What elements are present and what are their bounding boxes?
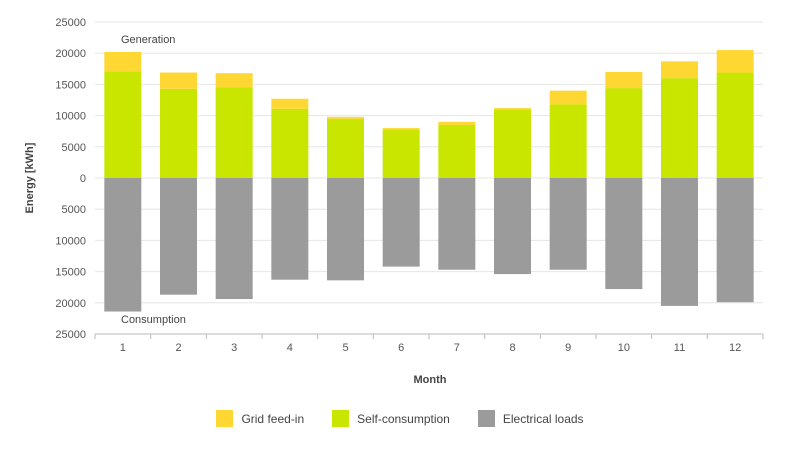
bar-electrical-loads-8	[494, 178, 531, 275]
x-tick-label: 11	[674, 342, 685, 354]
bar-self-consumption-2	[160, 88, 197, 178]
y-tick-label: 20000	[55, 48, 86, 60]
x-tick-label: 2	[175, 342, 181, 354]
y-tick-label: 20000	[55, 298, 86, 310]
bar-electrical-loads-1	[104, 178, 142, 312]
legend-label: Electrical loads	[502, 411, 584, 426]
bar-electrical-loads-6	[382, 178, 420, 267]
bar-electrical-loads-2	[160, 178, 197, 295]
bar-self-consumption-8	[494, 109, 531, 178]
x-tick-label: 4	[287, 342, 293, 354]
y-tick-label: 10000	[55, 111, 86, 123]
bar-self-consumption-1	[104, 71, 142, 178]
consumption-annotation: Consumption	[121, 314, 186, 326]
bar-electrical-loads-4	[271, 178, 309, 280]
bar-electrical-loads-11	[661, 178, 698, 306]
y-tick-label: 10000	[55, 235, 86, 247]
bar-grid-feed-in-10	[605, 71, 643, 89]
bars	[104, 50, 754, 312]
bar-grid-feed-in-5	[327, 116, 364, 119]
bar-grid-feed-in-7	[438, 121, 476, 125]
x-tick-label: 5	[342, 342, 348, 354]
bar-self-consumption-3	[215, 87, 253, 178]
bar-grid-feed-in-11	[661, 61, 698, 79]
y-tick-label: 15000	[55, 79, 86, 91]
bar-electrical-loads-3	[215, 178, 253, 300]
bar-self-consumption-6	[382, 129, 420, 178]
legend-item-self-consumption[interactable]: Self-consumption	[332, 410, 450, 427]
y-tick-label: 25000	[55, 329, 86, 341]
bar-self-consumption-4	[271, 108, 309, 178]
bar-grid-feed-in-4	[271, 98, 309, 109]
bar-grid-feed-in-6	[382, 128, 420, 130]
legend-swatch-grid-feed-in	[216, 410, 234, 427]
bar-self-consumption-5	[327, 118, 364, 178]
bar-grid-feed-in-1	[104, 51, 142, 72]
legend-swatch-self-consumption	[332, 410, 350, 427]
x-tick-label: 12	[729, 342, 741, 354]
bar-electrical-loads-12	[716, 178, 754, 303]
bar-electrical-loads-5	[327, 178, 364, 281]
bar-self-consumption-7	[438, 124, 476, 178]
y-axis-ticks: 25000 20000 15000 10000 5000 0 5000 10000 15000 2…	[55, 17, 86, 341]
legend-item-grid-feed-in[interactable]: Grid feed-in	[216, 410, 304, 427]
legend: Grid feed-in Self-consumption Electrical…	[0, 410, 800, 427]
x-tick-label: 7	[454, 342, 460, 354]
x-tick-label: 1	[120, 342, 126, 354]
generation-annotation: Generation	[121, 34, 175, 46]
bar-electrical-loads-7	[438, 178, 476, 270]
x-tick-label: 3	[231, 342, 237, 354]
bar-self-consumption-12	[716, 72, 754, 178]
x-tick-label: 9	[565, 342, 571, 354]
x-axis-ticks: 1 2 3 4 5 6 7 8 9 10 11 12	[94, 334, 764, 354]
y-tick-label: 5000	[62, 204, 86, 216]
bar-grid-feed-in-8	[494, 108, 531, 110]
y-tick-label: 15000	[55, 267, 86, 279]
bar-grid-feed-in-12	[716, 50, 754, 73]
y-tick-label: 0	[80, 173, 86, 185]
y-tick-label: 5000	[62, 142, 86, 154]
bar-grid-feed-in-2	[160, 72, 197, 89]
legend-item-electrical-loads[interactable]: Electrical loads	[477, 410, 584, 427]
legend-label: Grid feed-in	[241, 411, 305, 426]
y-tick-label: 25000	[55, 17, 86, 29]
x-axis-title: Month	[414, 374, 447, 386]
bar-electrical-loads-10	[605, 178, 643, 290]
y-axis-title: Energy [kWh]	[24, 142, 36, 213]
bar-grid-feed-in-9	[549, 90, 587, 105]
legend-swatch-electrical-loads	[477, 410, 495, 427]
x-tick-label: 10	[618, 342, 630, 354]
energy-chart: 25000 20000 15000 10000 5000 0 5000 10000 15000 2…	[24, 17, 764, 386]
bar-electrical-loads-9	[549, 178, 587, 270]
bar-self-consumption-11	[661, 78, 698, 178]
bar-self-consumption-9	[549, 104, 587, 178]
legend-label: Self-consumption	[357, 411, 450, 426]
bar-self-consumption-10	[605, 88, 643, 178]
bar-grid-feed-in-3	[215, 73, 253, 88]
x-tick-label: 6	[398, 342, 404, 354]
x-tick-label: 8	[509, 342, 515, 354]
